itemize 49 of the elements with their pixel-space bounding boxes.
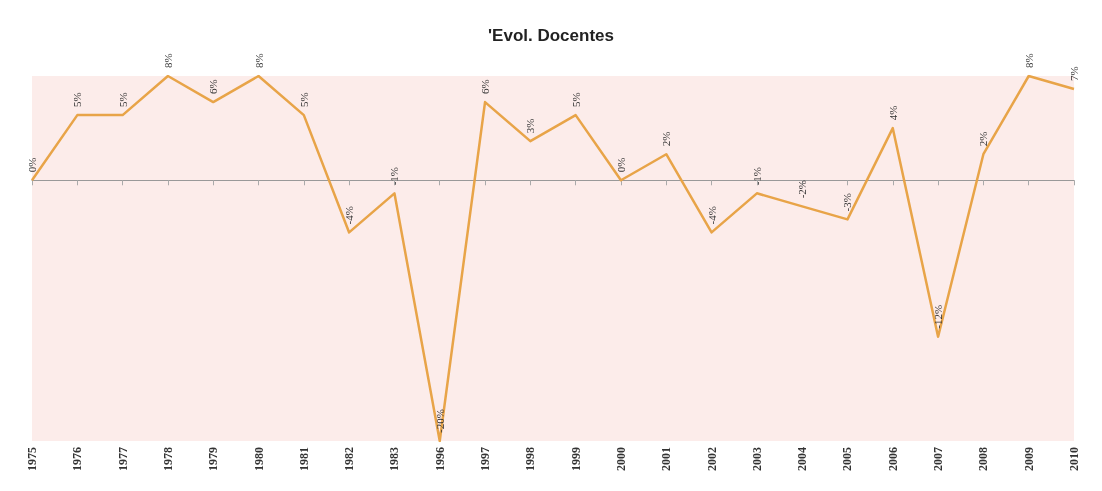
data-label: 8%	[252, 53, 265, 68]
data-label: 4%	[886, 105, 899, 121]
x-tick-label: 1996	[432, 447, 447, 471]
x-tick-label: 1998	[523, 447, 538, 471]
data-label: 6%	[207, 79, 220, 95]
data-label: 2%	[977, 131, 990, 147]
data-label: -12%	[932, 304, 945, 329]
data-label: -1%	[388, 166, 401, 186]
data-label: 7%	[1068, 66, 1080, 82]
x-tick-label: 1978	[160, 447, 175, 471]
data-label: -4%	[705, 206, 718, 225]
x-tick-label: 2008	[976, 447, 991, 471]
data-label: 5%	[71, 92, 84, 108]
x-tick-label: 1997	[478, 447, 493, 471]
data-label: -4%	[343, 206, 356, 225]
data-label: -2%	[796, 180, 809, 199]
data-label: 0%	[614, 157, 627, 173]
x-tick-label: 1980	[251, 447, 266, 471]
data-label: 5%	[569, 92, 582, 108]
data-label: -20%	[433, 409, 446, 433]
x-tick-label: 1975	[25, 447, 39, 471]
x-tick-label: 2006	[885, 447, 900, 471]
x-tick-label: 2002	[704, 447, 719, 471]
x-tick-label: 1981	[296, 447, 311, 471]
data-label: 8%	[1022, 53, 1035, 68]
x-tick-label: 1979	[206, 447, 221, 471]
chart-title: 'Evol. Docentes	[488, 26, 614, 45]
data-label: 3%	[524, 118, 537, 134]
x-tick-label: 2004	[795, 447, 810, 471]
data-label: 5%	[297, 92, 310, 108]
x-tick-label: 2010	[1067, 447, 1081, 471]
x-tick-label: 1999	[568, 447, 583, 471]
x-tick-label: 1977	[115, 447, 130, 471]
data-label: 8%	[161, 53, 174, 68]
x-tick-label: 2009	[1021, 447, 1036, 471]
x-tick-label: 2003	[749, 447, 764, 471]
data-label: -3%	[841, 193, 854, 212]
data-label: 2%	[660, 131, 673, 147]
data-label: -1%	[750, 166, 763, 186]
x-tick-label: 1982	[342, 447, 357, 471]
data-label: 0%	[26, 157, 38, 173]
x-tick-label: 2005	[840, 447, 855, 471]
x-tick-label: 1983	[387, 447, 402, 471]
x-tick-label: 2001	[659, 447, 674, 471]
data-label: 5%	[116, 92, 129, 108]
x-tick-label: 2000	[613, 447, 628, 471]
x-tick-label: 2007	[931, 447, 946, 471]
data-label: 6%	[479, 79, 492, 95]
x-tick-label: 1976	[70, 447, 85, 471]
